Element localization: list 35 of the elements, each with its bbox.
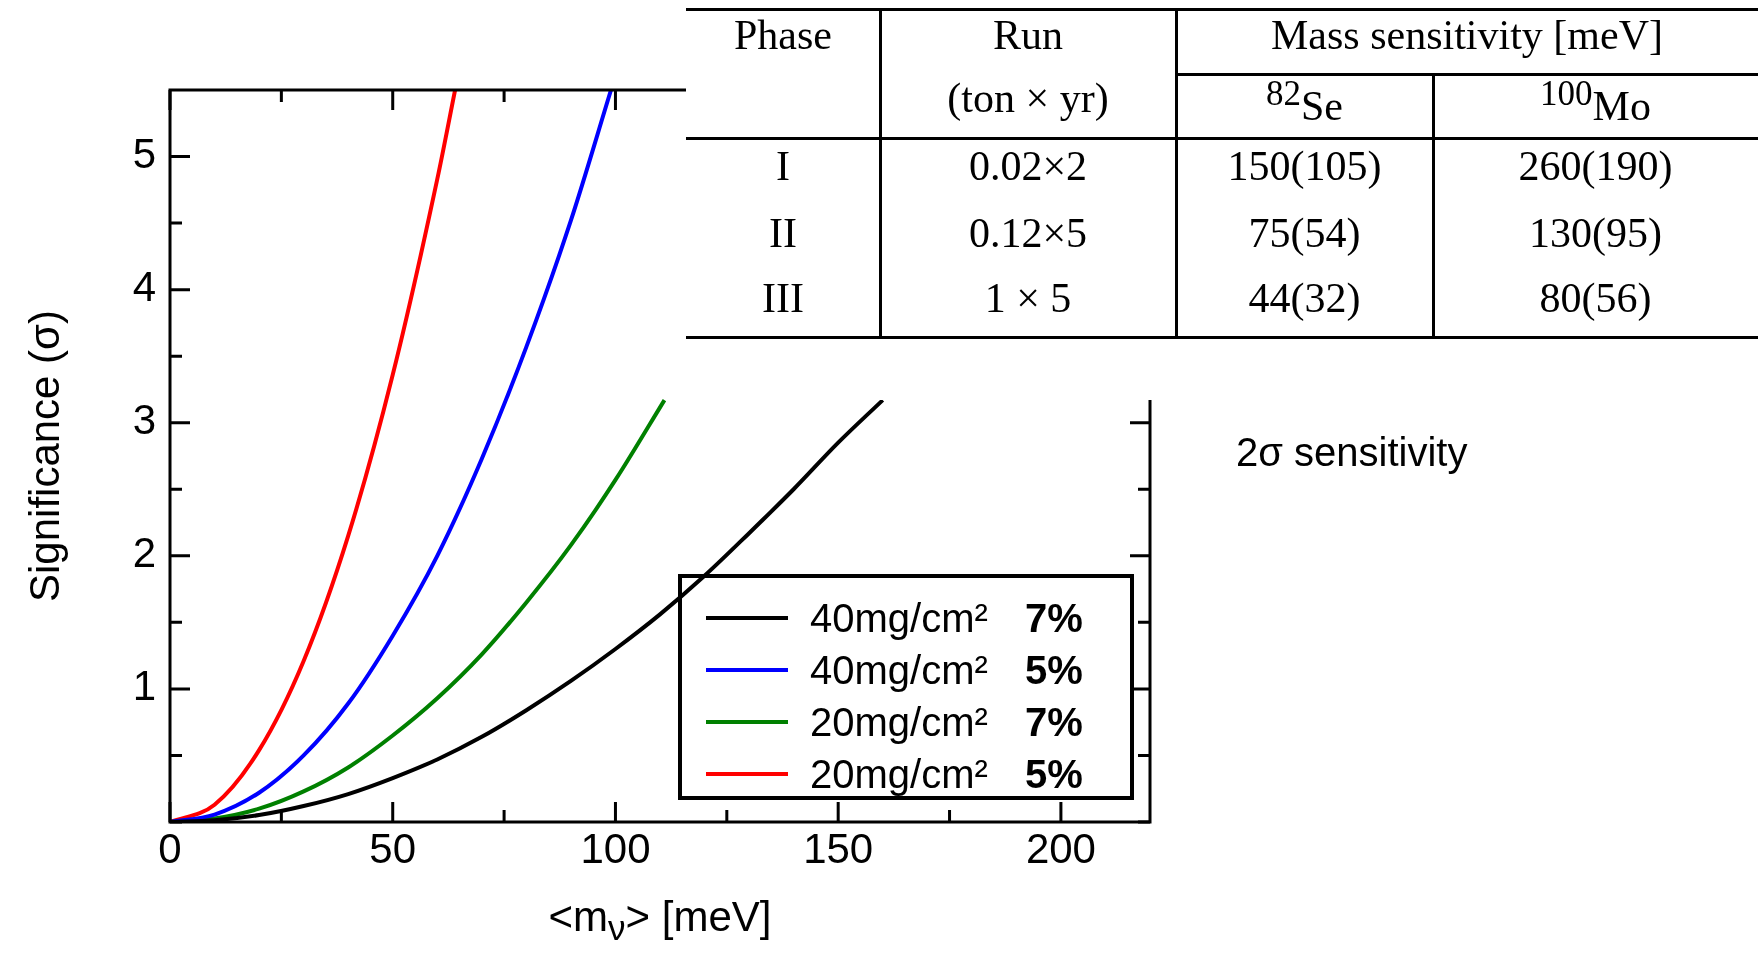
text: 150(105): [1226, 142, 1383, 191]
text: 75(54): [1247, 209, 1362, 258]
annotation: II: [768, 209, 798, 258]
legend-label: 20mg/cm² 7%: [810, 699, 1083, 745]
legend-label: 40mg/cm² 5%: [810, 647, 1083, 693]
annotation: I: [775, 142, 791, 191]
annotation: (ton × yr): [946, 74, 1110, 123]
y-tick-label: 4: [132, 263, 156, 311]
text: 260(190): [1517, 142, 1674, 191]
x-tick-label: 0: [158, 824, 182, 872]
y-axis-title: Significance (σ): [20, 309, 69, 604]
text: $^{82}$Se: [1265, 74, 1344, 129]
x-axis-title: <m$_{ν}$> [meV]: [547, 892, 773, 950]
text: 130(95): [1528, 209, 1663, 258]
annotation: III: [761, 274, 805, 323]
y-tick-label: 3: [132, 396, 156, 444]
text: Mass sensitivity [meV]: [1270, 11, 1664, 60]
y-tick-label: 1: [132, 662, 156, 710]
annotation: 1 × 5: [983, 274, 1073, 323]
text: 2σ sensitivity: [1236, 430, 1468, 476]
legend-label: 20mg/cm² 5%: [810, 751, 1083, 797]
x-tick-label: 150: [803, 824, 874, 872]
text: 80(56): [1538, 274, 1653, 323]
text: Run: [992, 11, 1064, 60]
annotation: 0.12×5: [967, 209, 1089, 258]
text: Phase: [733, 11, 833, 60]
x-tick-label: 50: [369, 824, 417, 872]
legend-label: 40mg/cm² 7%: [810, 595, 1083, 641]
x-tick-label: 100: [580, 824, 651, 872]
y-tick-label: 5: [132, 130, 156, 178]
y-tick-label: 2: [132, 529, 156, 577]
text: 44(32): [1247, 274, 1362, 323]
text: $^{100}$Mo: [1539, 74, 1652, 129]
annotation: 0.02×2: [967, 142, 1089, 191]
x-tick-label: 200: [1025, 824, 1096, 872]
